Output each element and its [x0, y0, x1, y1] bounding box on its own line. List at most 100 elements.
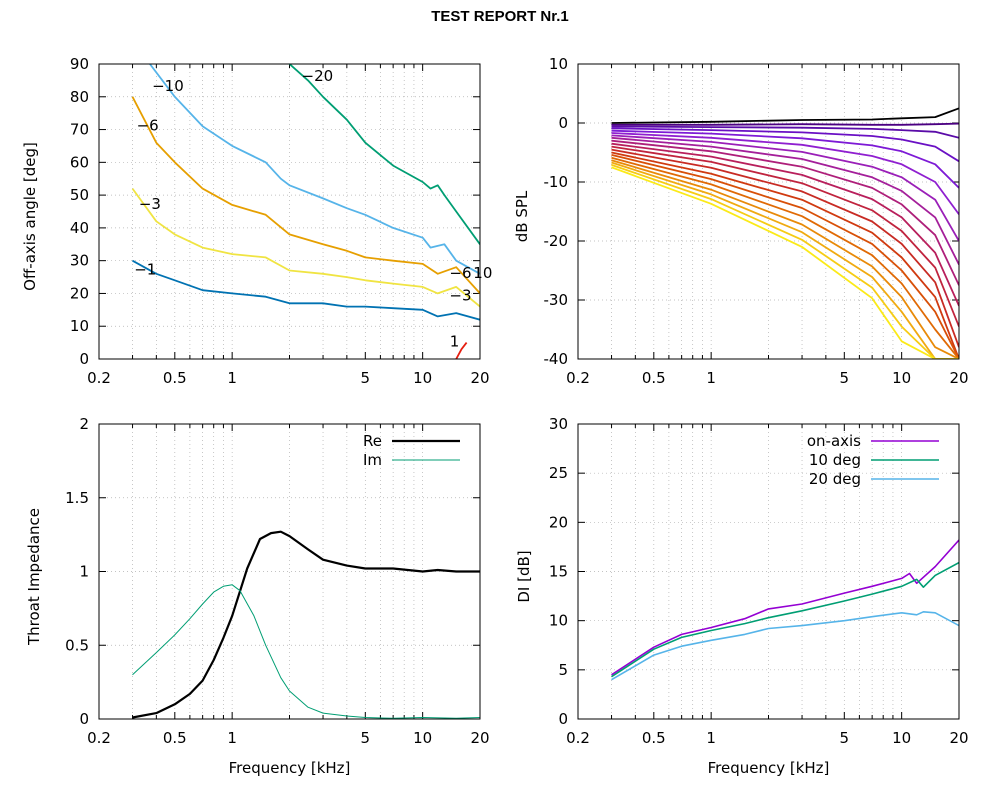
y-tick-label: 30 [70, 252, 89, 270]
y-tick-label: 2 [79, 415, 89, 433]
x-tick-label: 0.2 [87, 369, 111, 387]
spl-fan-chart: 0.2 0.5 1 5 10 20 -40 -30 -20 -10 0 10 dB SPL [513, 55, 969, 387]
y-tick-label: 0 [79, 710, 89, 728]
y-tick-label: 15 [549, 563, 568, 581]
series-line [149, 64, 480, 275]
x-tick-label: 20 [949, 729, 968, 747]
x-tick-label: 10 [892, 729, 911, 747]
series-line [131, 188, 480, 308]
series-line [611, 134, 959, 242]
series-line [611, 145, 959, 327]
throat-impedance-chart: 0.2 0.5 1 5 10 20 0 0.5 1 1.5 2 Throat Impedance Fre… [25, 415, 490, 777]
legend-label: Im [363, 451, 382, 469]
x-axis-label: Frequency [kHz] [708, 759, 830, 777]
x-tick-label: 1 [706, 369, 716, 387]
x-tick-label: 0.5 [642, 729, 666, 747]
contour-label: −3 [139, 195, 161, 213]
contour-label: −20 [302, 67, 334, 85]
y-tick-label: 10 [549, 612, 568, 630]
series-group [611, 107, 959, 359]
series-line [611, 127, 959, 163]
contour-label: −3 [449, 287, 471, 305]
plot-frame [98, 423, 481, 720]
y-tick-label: -10 [544, 173, 569, 191]
series-line [611, 154, 959, 359]
y-tick-label: 70 [70, 121, 89, 139]
x-tick-label: 10 [413, 729, 432, 747]
series-line [611, 539, 959, 676]
x-tick-label: 0.2 [87, 729, 111, 747]
x-tick-label: 0.5 [642, 369, 666, 387]
x-tick-label: 10 [892, 369, 911, 387]
series-line [611, 164, 959, 359]
series-line [611, 132, 959, 215]
series-group [132, 530, 480, 719]
x-tick-label: 0.5 [163, 369, 187, 387]
y-tick-label: 1 [79, 563, 89, 581]
series-line [132, 530, 480, 719]
y-axis-label: Throat Impedance [25, 508, 43, 646]
series-line [611, 561, 959, 678]
y-axis-label: Off-axis angle [deg] [21, 142, 39, 291]
polar-map-chart: 0.2 0.5 1 5 10 20 0 10 20 30 40 50 60 70 80 90 Off-axis … [21, 55, 492, 387]
y-tick-label: 20 [549, 513, 568, 531]
x-tick-label: 1 [706, 729, 716, 747]
x-tick-label: 1 [227, 369, 237, 387]
series-line [132, 584, 480, 719]
contour-label: 1 [450, 333, 460, 351]
y-tick-label: 25 [549, 464, 568, 482]
contour-label: −10 [152, 77, 184, 95]
x-tick-label: 0.5 [163, 729, 187, 747]
y-tick-label: 0 [558, 710, 568, 728]
y-tick-label: 50 [70, 186, 89, 204]
contour-label: 10 [473, 264, 492, 282]
plot-frame [577, 423, 960, 720]
report-title: TEST REPORT Nr.1 [431, 8, 569, 25]
x-tick-label: 5 [840, 729, 850, 747]
series-group [611, 539, 959, 681]
y-tick-label: -30 [544, 291, 569, 309]
y-tick-label: -20 [544, 232, 569, 250]
x-tick-label: 20 [949, 369, 968, 387]
contour-label: −6 [137, 116, 159, 134]
series-line [611, 136, 959, 266]
y-tick-label: 10 [549, 55, 568, 73]
x-tick-label: 5 [840, 369, 850, 387]
y-tick-label: 0.5 [65, 636, 89, 654]
y-tick-label: 80 [70, 88, 89, 106]
series-line [611, 148, 959, 348]
legend-label: 20 deg [809, 470, 861, 488]
x-tick-label: 1 [227, 729, 237, 747]
x-tick-label: 0.2 [566, 369, 590, 387]
y-tick-label: 30 [549, 415, 568, 433]
x-tick-label: 20 [470, 729, 489, 747]
y-axis-label: DI [dB] [515, 550, 533, 602]
series-line [611, 129, 959, 189]
contour-label: −6 [449, 264, 471, 282]
legend-label: on-axis [807, 432, 861, 450]
series-line [132, 259, 480, 321]
y-tick-label: 1.5 [65, 489, 89, 507]
legend-label: Re [363, 432, 382, 450]
series-line [611, 107, 959, 124]
x-tick-label: 10 [413, 369, 432, 387]
y-tick-label: -40 [544, 350, 569, 368]
y-tick-label: 5 [558, 661, 568, 679]
y-tick-label: 90 [70, 55, 89, 73]
series-line [611, 122, 959, 126]
series-line [455, 342, 468, 359]
series-line [611, 142, 959, 307]
y-tick-label: 60 [70, 153, 89, 171]
series-line [611, 125, 959, 139]
y-tick-label: 0 [558, 114, 568, 132]
x-tick-label: 5 [361, 729, 371, 747]
series-line [131, 96, 480, 295]
plot-frame [98, 63, 481, 360]
series-line [611, 159, 959, 359]
y-tick-label: 10 [70, 317, 89, 335]
series-line [611, 611, 959, 681]
x-axis-label: Frequency [kHz] [229, 759, 351, 777]
